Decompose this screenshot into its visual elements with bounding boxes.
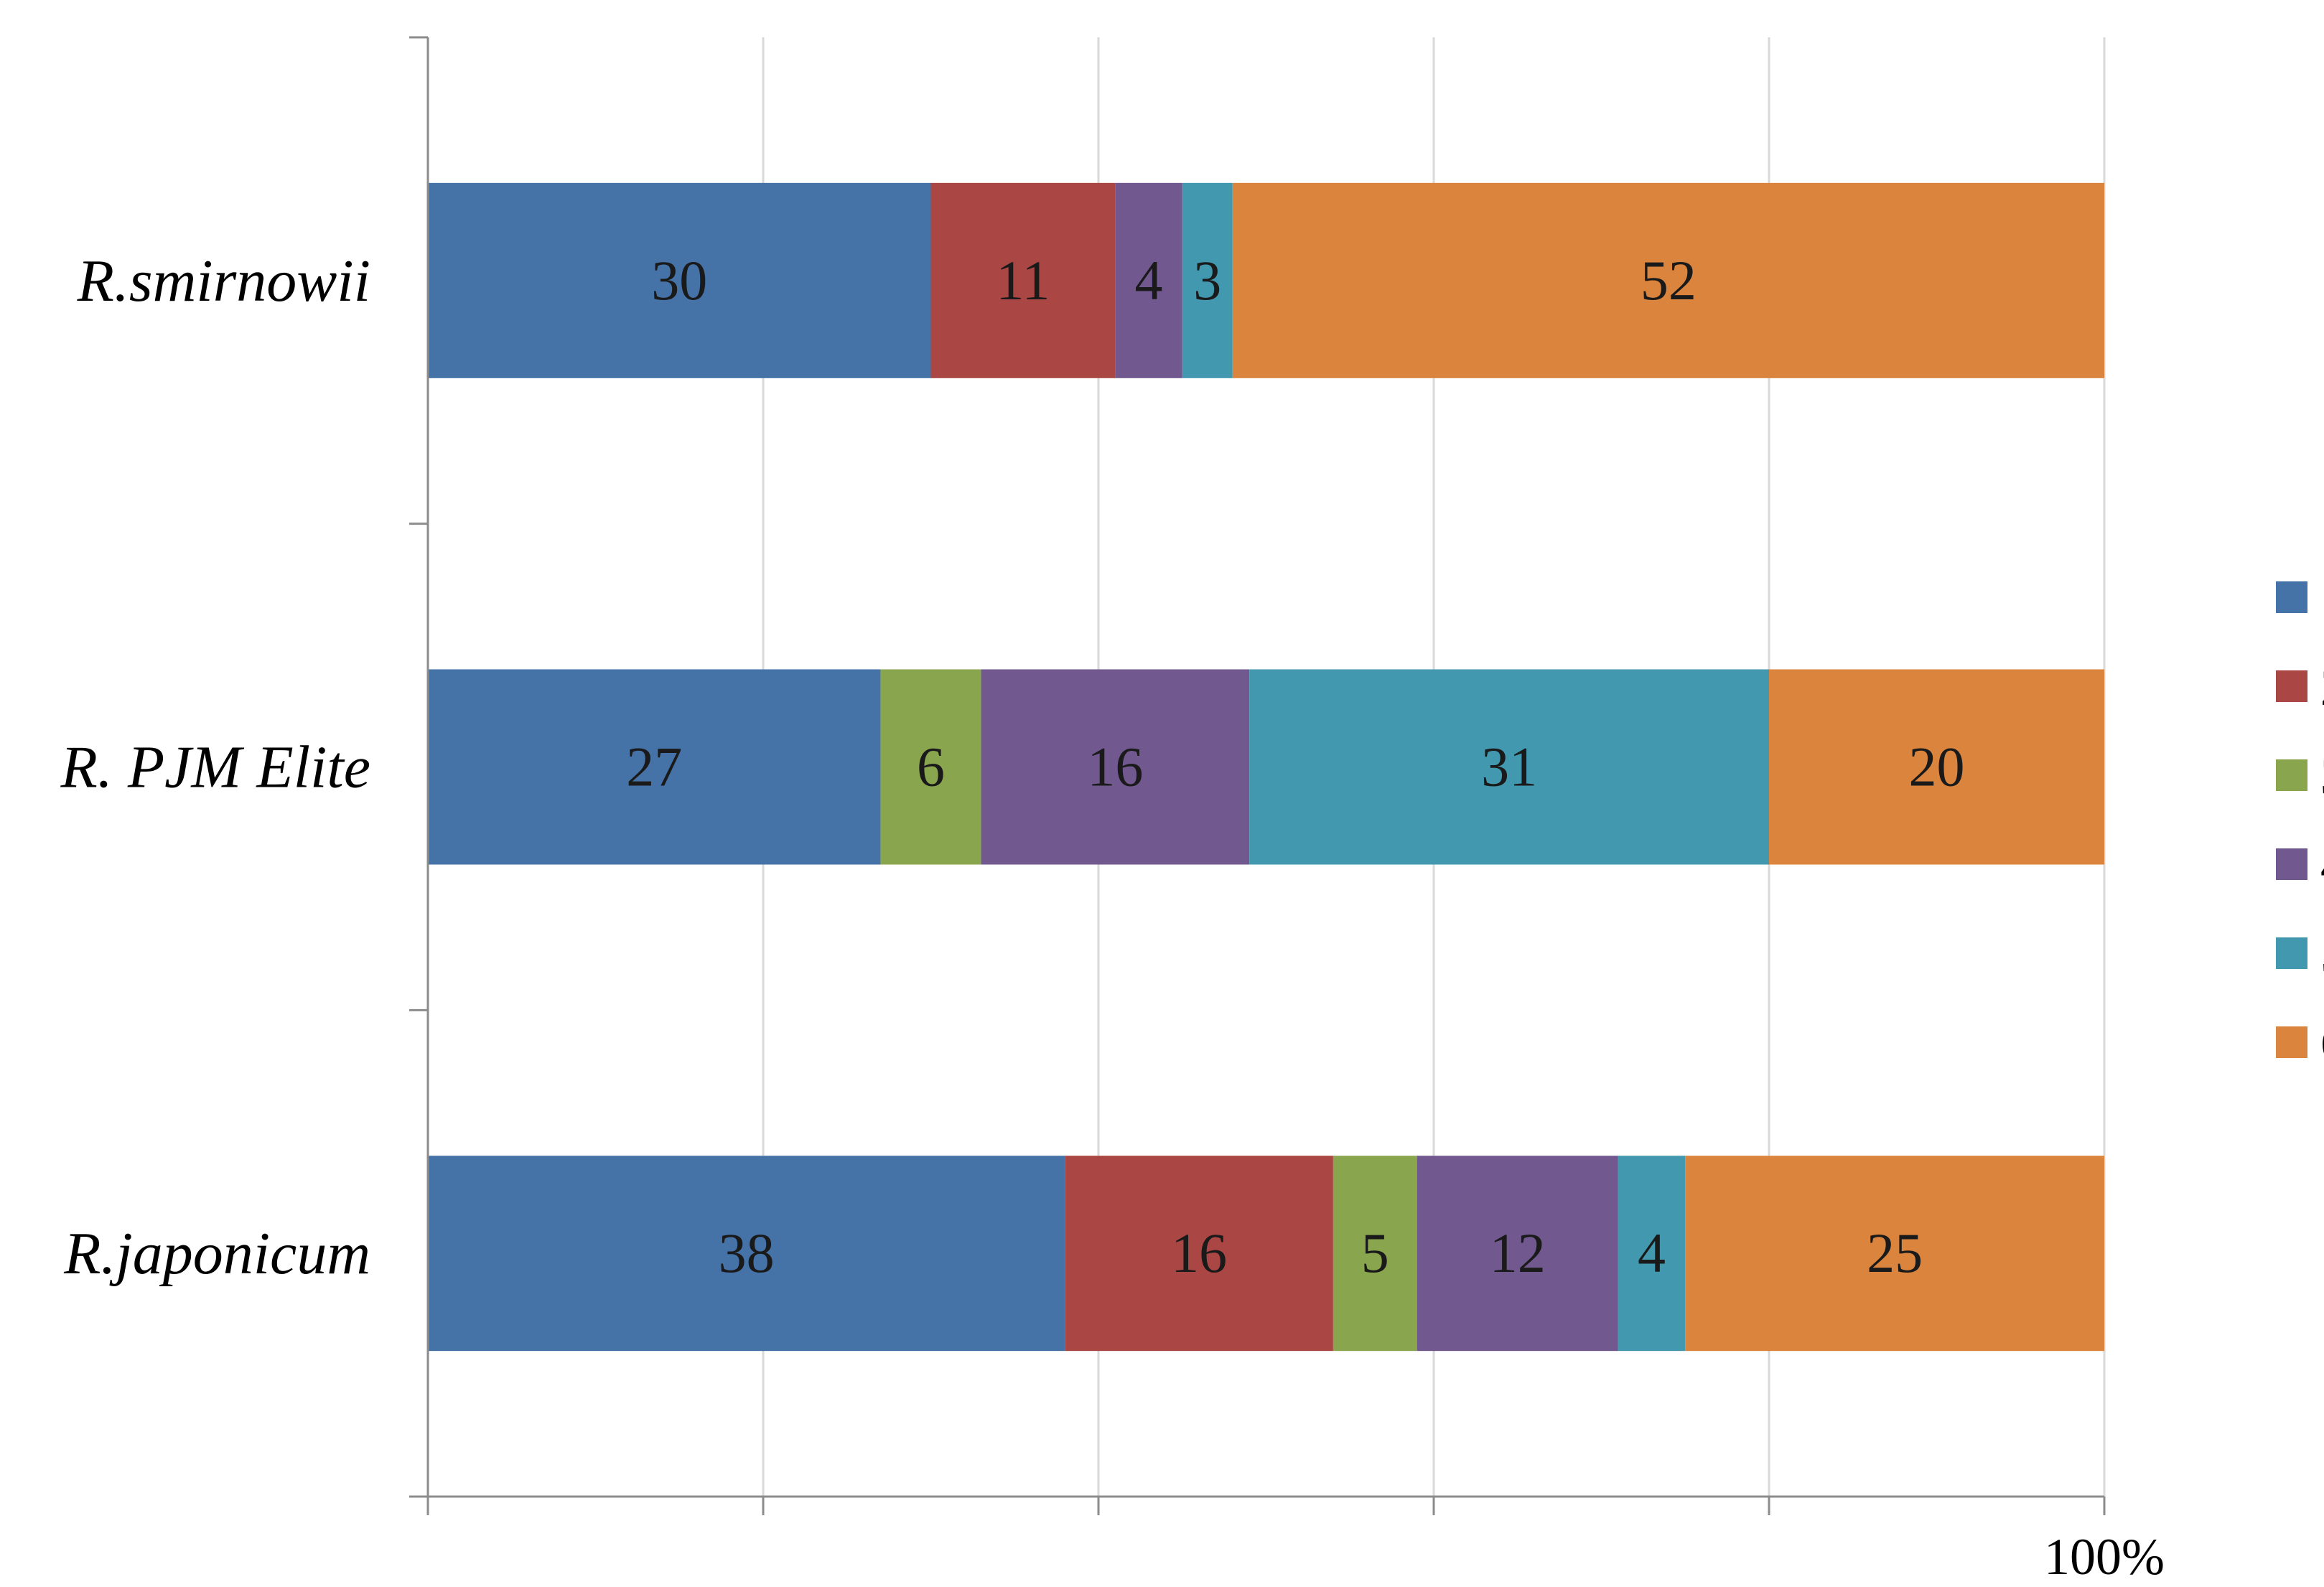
- legend-label: 3: [2320, 748, 2324, 805]
- legend: 1 2 3 4 5 6: [2276, 570, 2324, 1072]
- data-label: 38: [719, 1222, 775, 1284]
- category-labels: R.smirnowii R. PJM Elite R.japonicum: [60, 248, 370, 1287]
- data-label: 4: [1135, 249, 1163, 312]
- data-label: 5: [1361, 1222, 1389, 1284]
- data-label: 6: [917, 736, 945, 798]
- legend-swatch-5: [2276, 937, 2307, 969]
- data-label: 3: [1193, 249, 1221, 312]
- legend-swatch-3: [2276, 759, 2307, 791]
- bar-segment-3-series-6: [1685, 1156, 2104, 1352]
- bar-segment-2-series-1: [428, 669, 881, 865]
- bar-segment-1-series-2: [930, 182, 1116, 378]
- axes: 100%: [409, 36, 2165, 1586]
- bar-segment-2-series-4: [981, 669, 1250, 865]
- bar-segment-1-series-5: [1182, 182, 1233, 378]
- data-label: 25: [1867, 1222, 1923, 1284]
- legend-swatch-1: [2276, 581, 2307, 613]
- category-label: R. PJM Elite: [60, 734, 370, 801]
- data-label: 27: [626, 736, 682, 798]
- x-tick-label: 100%: [2044, 1528, 2165, 1586]
- bar-segment-2-series-3: [880, 669, 981, 865]
- bar-segment-1-series-1: [428, 182, 931, 378]
- legend-swatch-6: [2276, 1026, 2307, 1058]
- legend-swatch-4: [2276, 848, 2307, 880]
- legend-swatch-2: [2276, 670, 2307, 702]
- legend-label: 5: [2320, 926, 2324, 983]
- bar-segment-3-series-1: [428, 1156, 1065, 1352]
- bar-segment-3-series-5: [1618, 1156, 1686, 1352]
- legend-label: 6: [2320, 1015, 2324, 1072]
- data-label: 31: [1481, 736, 1537, 798]
- data-label: 16: [1087, 736, 1143, 798]
- bar-segment-2-series-5: [1249, 669, 1769, 865]
- data-label: 4: [1638, 1222, 1666, 1284]
- category-label: R.smirnowii: [77, 248, 370, 314]
- data-label: 20: [1909, 736, 1965, 798]
- category-label: R.japonicum: [63, 1220, 370, 1287]
- bar-segment-3-series-3: [1333, 1156, 1417, 1352]
- bar-segment-1-series-4: [1115, 182, 1182, 378]
- legend-label: 1: [2320, 570, 2324, 627]
- bar-segment-3-series-2: [1065, 1156, 1333, 1352]
- data-label: 30: [651, 249, 707, 312]
- bar-segment-3-series-4: [1417, 1156, 1618, 1352]
- data-label: 52: [1641, 249, 1697, 312]
- bar-segment-1-series-6: [1232, 182, 2104, 378]
- legend-label: 4: [2320, 837, 2324, 894]
- data-label: 12: [1490, 1222, 1546, 1284]
- data-label: 16: [1171, 1222, 1227, 1284]
- legend-label: 2: [2320, 659, 2324, 716]
- data-label: 11: [996, 249, 1050, 312]
- bar-segment-2-series-6: [1769, 669, 2104, 865]
